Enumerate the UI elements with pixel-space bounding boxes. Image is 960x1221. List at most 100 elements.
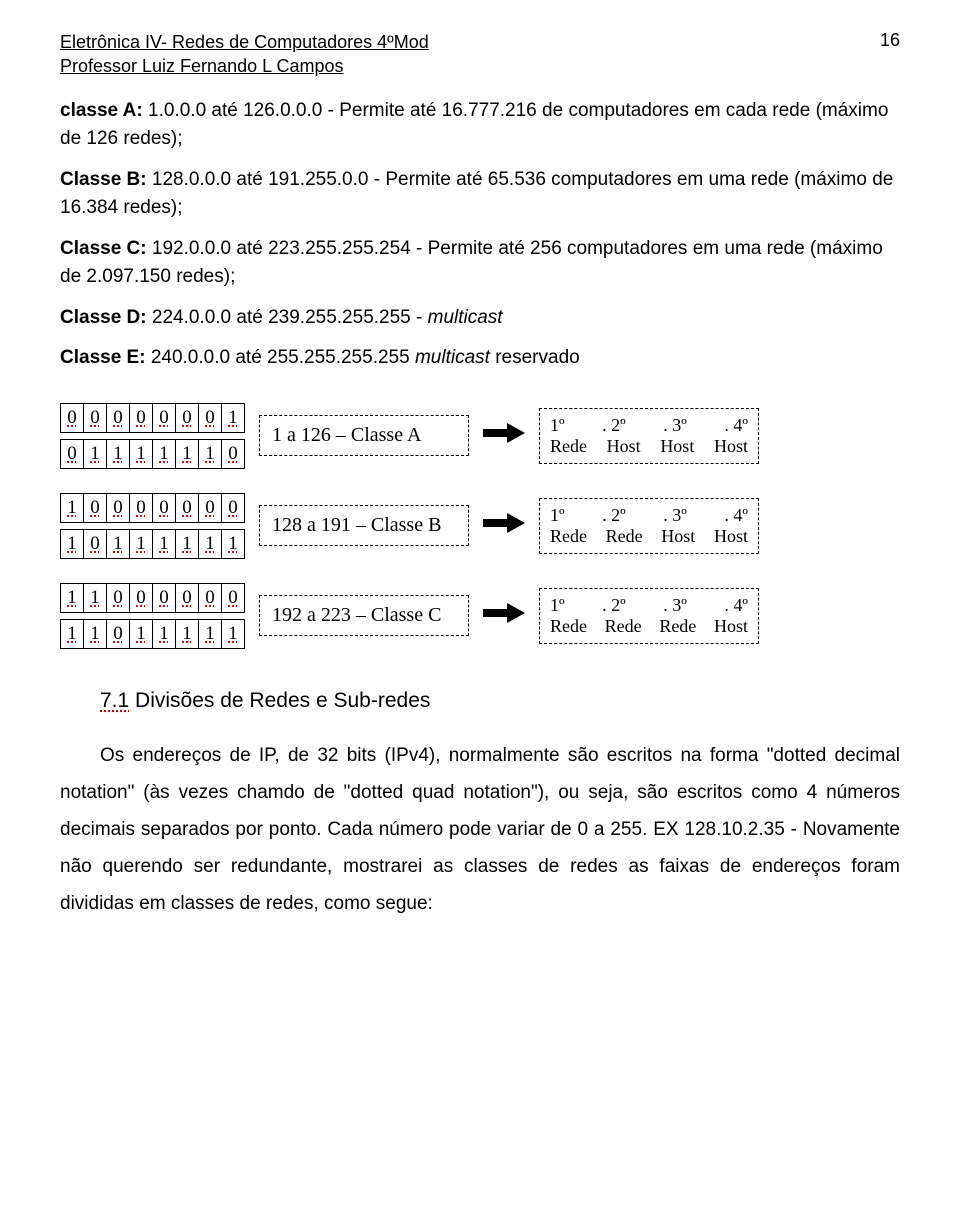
bits-column: 0000000101111110	[60, 403, 245, 469]
bits-row-top: 00000001	[60, 403, 245, 433]
octets-top: 1º . 2º . 3º . 4º	[550, 595, 748, 616]
bit-cell: 0	[60, 439, 84, 469]
class-e-line: Classe E: 240.0.0.0 até 255.255.255.255 …	[60, 344, 900, 373]
class-descriptions: classe A: 1.0.0.0 até 126.0.0.0 - Permit…	[60, 97, 900, 373]
bit-cell: 0	[106, 493, 130, 523]
class-b-range: 128.0.0.0 até 191.255.0.0 - Permite até …	[60, 169, 893, 219]
octet-ordinal: 1º	[550, 595, 565, 616]
octets-bottom: RedeRedeRedeHost	[550, 616, 748, 637]
bit-cell: 0	[198, 493, 222, 523]
octet-role: Host	[714, 526, 748, 547]
octets-box: 1º. 2º. 3º. 4ºRedeRedeHostHost	[539, 498, 759, 554]
page-number: 16	[880, 30, 900, 51]
octet-ordinal: . 4º	[724, 415, 748, 436]
bit-cell: 0	[106, 583, 130, 613]
octet-ordinal: . 3º	[663, 415, 687, 436]
bit-cell: 1	[129, 439, 153, 469]
page-header: Eletrônica IV- Redes de Computadores 4ºM…	[60, 30, 900, 79]
bits-row-bottom: 10111111	[60, 529, 245, 559]
class-diagram: 00000001011111101 a 126 – Classe A1º. 2º…	[60, 403, 900, 649]
bit-cell: 1	[152, 619, 176, 649]
octet-role: Host	[660, 436, 694, 457]
diagram-row: 00000001011111101 a 126 – Classe A1º. 2º…	[60, 403, 900, 469]
range-label-box: 128 a 191 – Classe B	[259, 505, 469, 546]
bit-cell: 0	[152, 403, 176, 433]
octet-role: Host	[661, 526, 695, 547]
class-d-line: Classe D: 224.0.0.0 até 239.255.255.255 …	[60, 304, 900, 333]
bit-cell: 0	[175, 403, 199, 433]
class-e-label: Classe E:	[60, 347, 146, 368]
bits-row-top: 10000000	[60, 493, 245, 523]
page: Eletrônica IV- Redes de Computadores 4ºM…	[0, 0, 960, 962]
arrow-icon	[483, 601, 525, 630]
class-c-label: Classe C:	[60, 238, 147, 259]
bits-row-bottom: 11011111	[60, 619, 245, 649]
bit-cell: 1	[129, 619, 153, 649]
bit-cell: 0	[221, 583, 245, 613]
octets-box: 1º. 2º. 3º. 4ºRedeRedeRedeHost	[539, 588, 759, 644]
bit-cell: 1	[152, 439, 176, 469]
octet-role: Rede	[659, 616, 696, 637]
section-body: Os endereços de IP, de 32 bits (IPv4), n…	[60, 737, 900, 922]
bits-column: 10000000 10111111	[60, 493, 245, 559]
bit-cell: 1	[152, 529, 176, 559]
class-d-italic: multicast	[428, 307, 503, 328]
octet-role: Rede	[606, 526, 643, 547]
octet-ordinal: . 2º	[602, 595, 626, 616]
bit-cell: 0	[106, 403, 130, 433]
bit-cell: 1	[221, 529, 245, 559]
octet-role: Host	[607, 436, 641, 457]
bit-cell: 0	[152, 583, 176, 613]
octet-role: Rede	[550, 436, 587, 457]
octet-ordinal: . 3º	[663, 505, 687, 526]
bit-cell: 0	[129, 583, 153, 613]
octet-ordinal: . 3º	[663, 595, 687, 616]
bit-cell: 1	[83, 583, 107, 613]
octets-box: 1º. 2º. 3º. 4ºRedeHostHostHost	[539, 408, 759, 464]
bit-cell: 0	[83, 493, 107, 523]
octet-role: Rede	[550, 526, 587, 547]
class-d-prefix: 224.0.0.0 até 239.255.255.255 -	[152, 307, 428, 328]
class-b-line: Classe B: 128.0.0.0 até 191.255.0.0 - Pe…	[60, 166, 900, 223]
bit-cell: 1	[106, 529, 130, 559]
bit-cell: 1	[175, 439, 199, 469]
bit-cell: 1	[175, 529, 199, 559]
bit-cell: 1	[221, 403, 245, 433]
section-heading: 7.1 Divisões de Redes e Sub-redes	[60, 689, 900, 713]
class-a-range: 1.0.0.0 até 126.0.0.0 - Permite até 16.7…	[60, 100, 888, 150]
octets-top: 1º. 2º. 3º. 4º	[550, 415, 748, 436]
class-e-suffix: reservado	[490, 347, 580, 368]
octets-top: 1º. 2º. 3º. 4º	[550, 505, 748, 526]
bit-cell: 1	[60, 619, 84, 649]
bit-cell: 0	[198, 583, 222, 613]
bit-cell: 0	[221, 439, 245, 469]
bit-cell: 0	[129, 493, 153, 523]
octet-role: Rede	[605, 616, 642, 637]
bit-cell: 1	[83, 439, 107, 469]
bit-cell: 0	[198, 403, 222, 433]
bit-cell: 1	[106, 439, 130, 469]
arrow-icon	[483, 511, 525, 540]
class-e-italic: multicast	[415, 347, 490, 368]
bit-cell: 1	[198, 439, 222, 469]
bit-cell: 1	[60, 529, 84, 559]
octet-ordinal: . 2º	[602, 505, 626, 526]
bits-column: 1100000011011111	[60, 583, 245, 649]
octet-role: Host	[714, 436, 748, 457]
bit-cell: 0	[83, 529, 107, 559]
arrow-icon	[483, 421, 525, 450]
bit-cell: 0	[60, 403, 84, 433]
bit-cell: 0	[106, 619, 130, 649]
header-left: Eletrônica IV- Redes de Computadores 4ºM…	[60, 30, 429, 79]
octet-ordinal: . 4º	[724, 505, 748, 526]
class-c-line: Classe C: 192.0.0.0 até 223.255.255.254 …	[60, 235, 900, 292]
section-title: Divisões de Redes e Sub-redes	[135, 689, 430, 712]
range-label-box: 1 a 126 – Classe A	[259, 415, 469, 456]
bit-cell: 1	[221, 619, 245, 649]
octet-ordinal: . 4º	[724, 595, 748, 616]
octets-bottom: Rede Host Host Host	[550, 436, 748, 457]
bit-cell: 1	[175, 619, 199, 649]
bit-cell: 0	[83, 403, 107, 433]
bits-row-top: 11000000	[60, 583, 245, 613]
course-title: Eletrônica IV- Redes de Computadores 4ºM…	[60, 30, 429, 54]
